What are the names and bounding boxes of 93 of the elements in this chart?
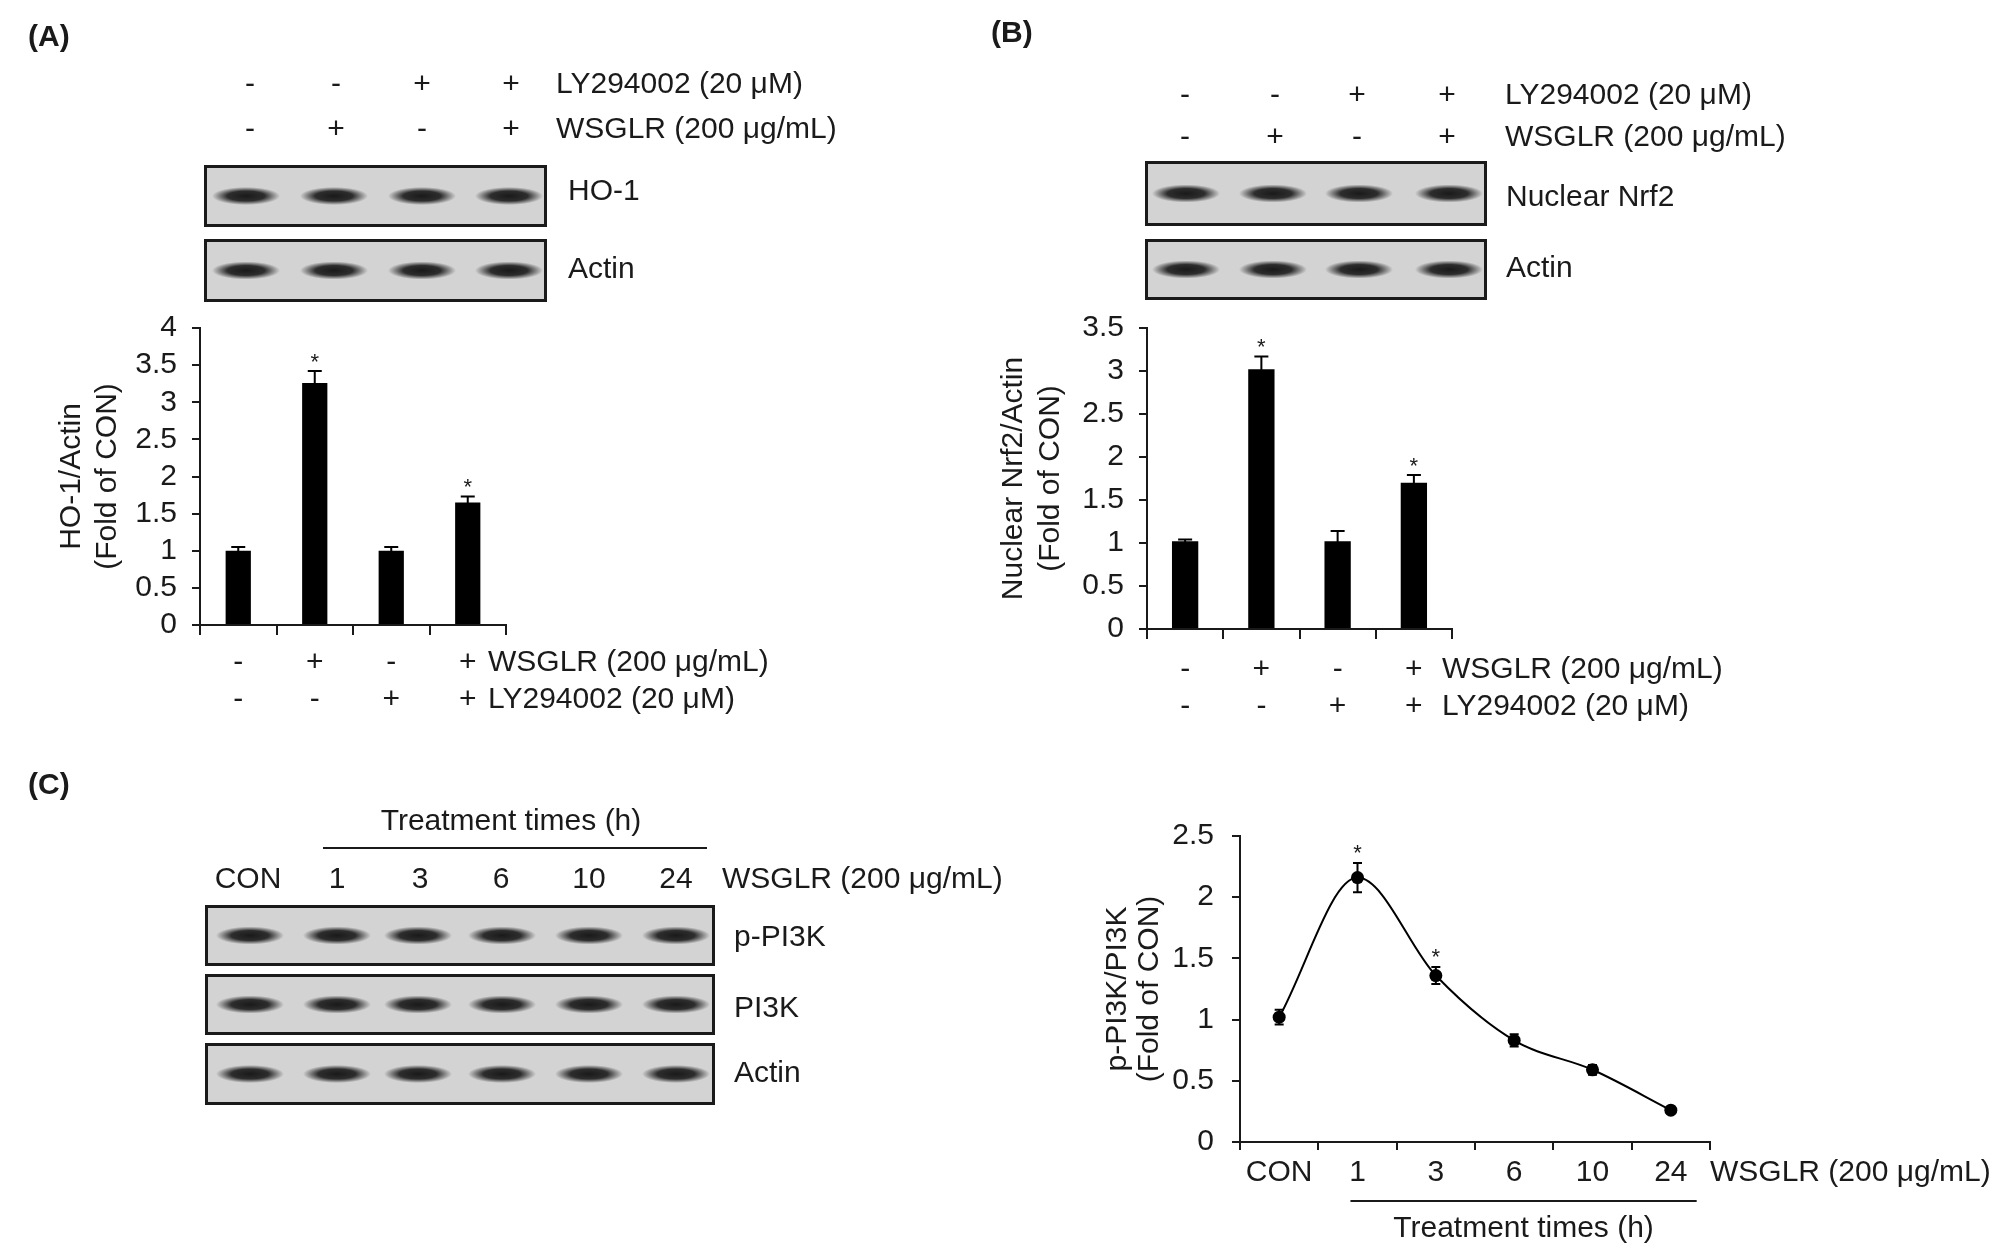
text: -	[417, 110, 427, 146]
y-tick-label: 2.5	[135, 420, 177, 454]
x-tick-label: + -	[1252, 650, 1271, 721]
bar	[1171, 541, 1199, 628]
text: Actin	[568, 250, 635, 286]
text: 1	[328, 860, 346, 896]
y-axis-title: HO-1/Actin (Fold of CON)	[53, 383, 123, 570]
text: p-PI3K	[734, 918, 826, 954]
text: -	[245, 65, 255, 101]
text: -	[331, 65, 341, 101]
y-tick-label: 0.5	[1082, 567, 1124, 601]
y-tick-label: 0	[1197, 1123, 1214, 1157]
text: Nuclear Nrf2	[1506, 178, 1675, 214]
text: PI3K	[734, 989, 800, 1025]
text: -	[245, 110, 255, 146]
x-tick-label: + +	[1405, 650, 1423, 721]
x-axis-title: WSGLR (200 μg/mL)	[1710, 1153, 1991, 1187]
bar	[378, 550, 404, 624]
text: 3	[411, 860, 429, 896]
annotation: *	[1431, 943, 1441, 969]
y-tick-label: 3.5	[135, 346, 177, 380]
text: -	[1270, 76, 1280, 112]
y-tick-label: 2	[160, 457, 177, 491]
point	[1429, 969, 1443, 983]
x-tick-label: 6	[1505, 1153, 1523, 1187]
text: WSGLR (200 μg/mL)	[722, 860, 1003, 896]
y-tick-label: 1.5	[135, 494, 177, 528]
x-axis-title: WSGLR (200 μg/mL) LY294002 (20 μM)	[1442, 650, 1723, 721]
text: +	[1266, 118, 1284, 154]
text: Treatment times (h)	[380, 802, 642, 838]
text: -	[1180, 118, 1190, 154]
y-tick-label: 4	[160, 309, 177, 343]
text: -	[1180, 76, 1190, 112]
x-tick-label: + -	[305, 643, 324, 714]
y-axis-title: Nuclear Nrf2/Actin (Fold of CON)	[995, 356, 1066, 601]
text: LY294002 (20 μM)	[556, 65, 803, 101]
y-tick-label: 2.5	[1082, 395, 1124, 429]
y-tick-label: 0	[160, 606, 177, 640]
y-tick-label: 1	[160, 532, 177, 566]
y-tick-label: 3	[160, 383, 177, 417]
y-tick-label: 2	[1197, 878, 1214, 912]
text: Actin	[1506, 249, 1573, 285]
text: (B)	[991, 14, 1033, 50]
y-tick-label: 3.5	[1082, 309, 1124, 343]
text: +	[502, 65, 520, 101]
text: +	[1348, 76, 1366, 112]
y-tick-label: 0	[1107, 610, 1124, 644]
x-tick-label: + +	[458, 643, 477, 714]
x-tick-label: 1	[1349, 1153, 1366, 1187]
text: +	[1438, 118, 1456, 154]
y-tick-label: 1.5	[1172, 939, 1214, 973]
x-tick-label: - -	[233, 643, 244, 714]
x-tick-label: CON	[1245, 1153, 1313, 1187]
text: HO-1	[568, 172, 640, 208]
y-tick-label: 2.5	[1172, 817, 1214, 851]
point	[1351, 871, 1364, 885]
text: Treatment times (h)	[1393, 1210, 1654, 1244]
y-axis-title: p-PI3K/PI3K (Fold of CON)	[1099, 895, 1165, 1083]
annotation: *	[1409, 452, 1419, 478]
text: Actin	[734, 1054, 801, 1090]
text: 6	[492, 860, 510, 896]
annotation: *	[1353, 839, 1363, 865]
x-axis-title: WSGLR (200 μg/mL) LY294002 (20 μM)	[488, 643, 769, 714]
text: +	[1438, 76, 1456, 112]
annotation: *	[1257, 334, 1267, 360]
x-tick-label: - -	[1180, 650, 1191, 721]
text: 24	[659, 860, 693, 896]
text: CON	[214, 860, 282, 896]
text: (A)	[28, 18, 70, 54]
x-tick-label: 3	[1427, 1153, 1445, 1187]
x-tick-label: - +	[382, 643, 401, 714]
x-tick-label: - +	[1328, 650, 1347, 721]
annotation: *	[310, 348, 320, 374]
text: 10	[572, 860, 606, 896]
text: -	[1352, 118, 1362, 154]
text: LY294002 (20 μM)	[1505, 76, 1752, 112]
text: +	[413, 65, 431, 101]
x-tick-label: 24	[1654, 1153, 1688, 1187]
y-tick-label: 1.5	[1082, 481, 1124, 515]
y-tick-label: 1	[1107, 524, 1124, 558]
text: WSGLR (200 μg/mL)	[1505, 118, 1786, 154]
bar	[225, 550, 251, 624]
y-tick-label: 2	[1107, 438, 1124, 472]
text: (C)	[28, 766, 70, 802]
text: +	[502, 110, 520, 146]
x-tick-label: 10	[1575, 1153, 1610, 1187]
y-tick-label: 0.5	[135, 569, 177, 603]
y-tick-label: 0.5	[1172, 1062, 1214, 1096]
y-tick-label: 3	[1107, 352, 1124, 386]
text: WSGLR (200 μg/mL)	[556, 110, 837, 146]
y-tick-label: 1	[1197, 1000, 1214, 1034]
text: +	[327, 110, 345, 146]
annotation: *	[463, 474, 473, 500]
